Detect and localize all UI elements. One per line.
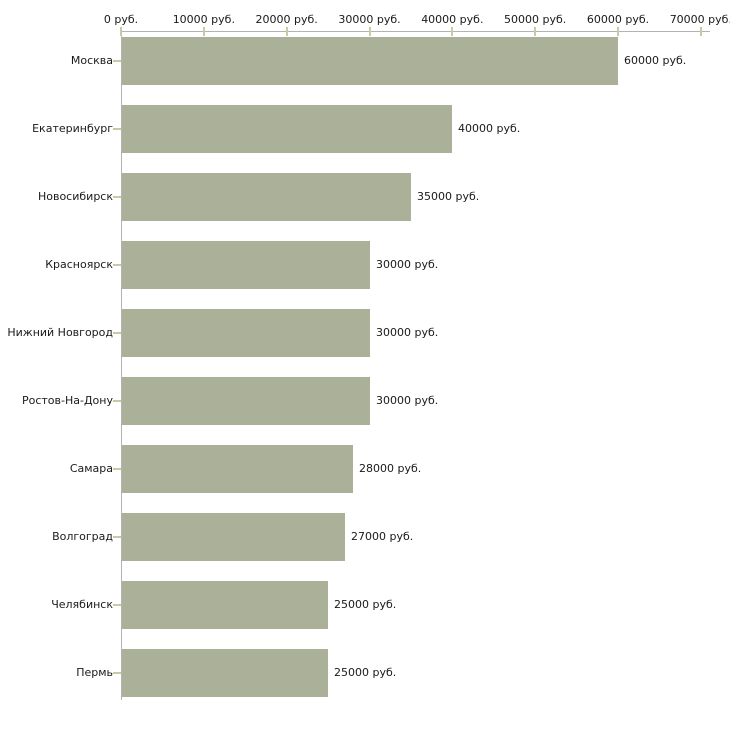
- bar-value-label: 25000 руб.: [334, 665, 397, 679]
- x-axis-tick: [451, 27, 454, 36]
- bar-value-label: 35000 руб.: [417, 189, 480, 203]
- category-tick: [113, 127, 121, 130]
- bar: [122, 376, 370, 425]
- bar: [122, 172, 411, 221]
- bar-value-label: 60000 руб.: [624, 53, 687, 67]
- bar: [122, 308, 370, 357]
- bar: [122, 580, 328, 629]
- bar-value-label: 27000 руб.: [351, 529, 414, 543]
- category-tick: [113, 263, 121, 266]
- category-label: Екатеринбург: [32, 121, 113, 135]
- category-tick: [113, 331, 121, 334]
- bar: [122, 444, 353, 493]
- x-axis-tick-label: 60000 руб.: [586, 13, 650, 26]
- x-axis-tick: [120, 27, 122, 36]
- category-tick: [113, 195, 121, 198]
- bar: [122, 240, 370, 289]
- category-tick: [113, 467, 121, 470]
- bar: [122, 104, 452, 153]
- x-axis-tick-label: 50000 руб.: [504, 13, 567, 26]
- category-label: Москва: [70, 53, 113, 67]
- bar: [122, 648, 328, 697]
- x-axis-tick: [368, 27, 371, 36]
- category-label: Самара: [69, 461, 113, 475]
- x-axis-tick-label: 30000 руб.: [338, 13, 401, 26]
- bar-value-label: 25000 руб.: [334, 597, 397, 611]
- bar-value-label: 30000 руб.: [376, 257, 439, 271]
- category-tick: [113, 603, 121, 606]
- x-axis-tick: [699, 27, 702, 36]
- x-axis-tick-label: 70000 руб.: [669, 13, 730, 26]
- category-tick: [113, 671, 121, 674]
- x-axis-tick-label: 20000 руб.: [255, 13, 318, 26]
- bar: [122, 512, 345, 561]
- bar-value-label: 30000 руб.: [376, 325, 439, 339]
- bar-value-label: 40000 руб.: [458, 121, 521, 135]
- bar-value-label: 28000 руб.: [359, 461, 422, 475]
- category-tick: [113, 399, 121, 402]
- category-tick: [113, 59, 121, 62]
- category-label: Новосибирск: [37, 189, 113, 203]
- bar: [122, 36, 618, 85]
- x-axis-line: [121, 31, 710, 32]
- category-label: Пермь: [76, 665, 113, 679]
- category-label: Нижний Новгород: [7, 325, 113, 339]
- x-axis-tick: [617, 27, 619, 36]
- x-axis-tick: [285, 27, 288, 36]
- category-label: Ростов-На-Дону: [21, 393, 113, 407]
- category-label: Красноярск: [45, 257, 113, 271]
- category-label: Волгоград: [52, 529, 113, 543]
- category-label: Челябинск: [51, 597, 113, 611]
- x-axis-tick-label: 10000 руб.: [172, 13, 235, 26]
- x-axis-tick-label: 40000 руб.: [421, 13, 484, 26]
- x-axis-tick-label: 0 руб.: [103, 13, 139, 26]
- y-axis-line: [121, 31, 122, 700]
- x-axis-tick: [202, 27, 205, 36]
- x-axis-tick: [534, 27, 537, 36]
- bar-value-label: 30000 руб.: [376, 393, 439, 407]
- category-tick: [113, 535, 121, 538]
